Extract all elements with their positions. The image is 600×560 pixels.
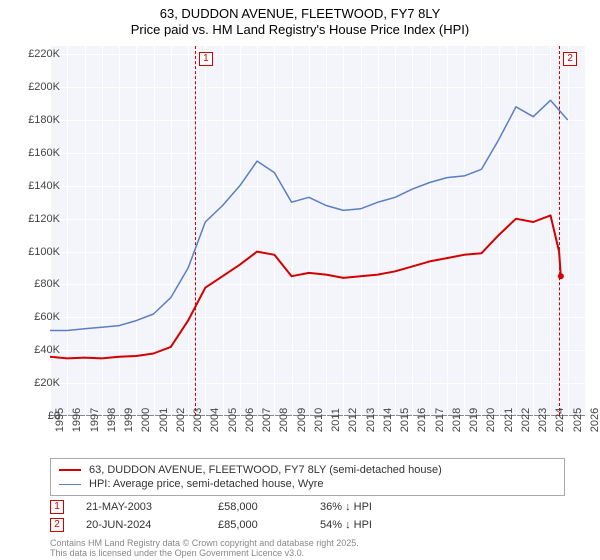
marker-row-1: 1 21-MAY-2003 £58,000 36% ↓ HPI xyxy=(50,498,420,516)
marker-badge-1: 1 xyxy=(50,500,64,514)
chart-container: 63, DUDDON AVENUE, FLEETWOOD, FY7 8LY Pr… xyxy=(0,0,600,560)
y-tick-label: £220K xyxy=(15,48,60,60)
legend-swatch-hpi xyxy=(59,484,81,485)
marker-badge-inplot: 2 xyxy=(563,52,577,66)
title-block: 63, DUDDON AVENUE, FLEETWOOD, FY7 8LY Pr… xyxy=(0,0,600,37)
x-tick-label: 2009 xyxy=(296,408,308,432)
marker-badge-2: 2 xyxy=(50,518,64,532)
marker-date-1: 21-MAY-2003 xyxy=(86,501,196,513)
marker-badge-inplot: 1 xyxy=(199,52,213,66)
x-tick-label: 2011 xyxy=(330,408,342,432)
x-tick-label: 2005 xyxy=(227,408,239,432)
title-line1: 63, DUDDON AVENUE, FLEETWOOD, FY7 8LY xyxy=(0,6,600,21)
plot-area: 12 xyxy=(50,46,585,416)
x-tick-label: 2008 xyxy=(278,408,290,432)
x-tick-label: 2001 xyxy=(158,408,170,432)
x-tick-label: 2020 xyxy=(485,408,497,432)
x-tick-label: 2002 xyxy=(175,408,187,432)
x-tick-label: 2018 xyxy=(451,408,463,432)
x-tick-label: 2013 xyxy=(365,408,377,432)
legend-row-hpi: HPI: Average price, semi-detached house,… xyxy=(59,477,556,491)
series-line-price_paid xyxy=(50,215,561,358)
x-tick-label: 2022 xyxy=(520,408,532,432)
marker-row-2: 2 20-JUN-2024 £85,000 54% ↓ HPI xyxy=(50,516,420,534)
legend-label-hpi: HPI: Average price, semi-detached house,… xyxy=(89,478,323,490)
copyright-line2: This data is licensed under the Open Gov… xyxy=(50,548,359,558)
x-tick-label: 2010 xyxy=(313,408,325,432)
y-tick-label: £200K xyxy=(15,81,60,93)
x-tick-label: 2025 xyxy=(572,408,584,432)
series-endpoint-dot xyxy=(558,273,564,279)
x-tick-label: 2000 xyxy=(140,408,152,432)
marker-pct-1: 36% ↓ HPI xyxy=(320,501,420,513)
grid-v xyxy=(585,46,586,416)
x-tick-label: 2015 xyxy=(399,408,411,432)
x-tick-label: 1996 xyxy=(71,408,83,432)
x-tick-label: 2016 xyxy=(416,408,428,432)
x-tick-label: 2014 xyxy=(382,408,394,432)
copyright-text: Contains HM Land Registry data © Crown c… xyxy=(50,538,359,559)
x-tick-label: 1999 xyxy=(123,408,135,432)
x-tick-label: 2004 xyxy=(209,408,221,432)
y-tick-label: £60K xyxy=(15,311,60,323)
y-tick-label: £100K xyxy=(15,246,60,258)
legend-box: 63, DUDDON AVENUE, FLEETWOOD, FY7 8LY (s… xyxy=(50,458,565,496)
x-tick-label: 2007 xyxy=(261,408,273,432)
y-tick-label: £180K xyxy=(15,114,60,126)
series-line-hpi xyxy=(50,100,568,330)
y-tick-label: £80K xyxy=(15,278,60,290)
y-tick-label: £20K xyxy=(15,377,60,389)
copyright-line1: Contains HM Land Registry data © Crown c… xyxy=(50,538,359,548)
legend-label-price-paid: 63, DUDDON AVENUE, FLEETWOOD, FY7 8LY (s… xyxy=(89,464,442,476)
y-tick-label: £40K xyxy=(15,344,60,356)
x-tick-label: 1997 xyxy=(89,408,101,432)
x-tick-label: 2012 xyxy=(347,408,359,432)
marker-price-2: £85,000 xyxy=(218,519,298,531)
chart-lines xyxy=(50,46,585,416)
x-tick-label: 2003 xyxy=(192,408,204,432)
x-tick-label: 2017 xyxy=(434,408,446,432)
x-tick-label: 2019 xyxy=(468,408,480,432)
legend-row-price-paid: 63, DUDDON AVENUE, FLEETWOOD, FY7 8LY (s… xyxy=(59,463,556,477)
marker-pct-2: 54% ↓ HPI xyxy=(320,519,420,531)
title-line2: Price paid vs. HM Land Registry's House … xyxy=(0,22,600,37)
x-tick-label: 1995 xyxy=(54,408,66,432)
legend-swatch-price-paid xyxy=(59,469,81,471)
x-tick-label: 2021 xyxy=(503,408,515,432)
y-tick-label: £140K xyxy=(15,180,60,192)
x-tick-label: 2026 xyxy=(589,408,600,432)
marker-date-2: 20-JUN-2024 xyxy=(86,519,196,531)
x-tick-label: 1998 xyxy=(106,408,118,432)
x-tick-label: 2024 xyxy=(554,408,566,432)
y-tick-label: £120K xyxy=(15,213,60,225)
x-tick-label: 2023 xyxy=(537,408,549,432)
markers-table: 1 21-MAY-2003 £58,000 36% ↓ HPI 2 20-JUN… xyxy=(50,498,420,534)
y-tick-label: £160K xyxy=(15,147,60,159)
marker-price-1: £58,000 xyxy=(218,501,298,513)
x-tick-label: 2006 xyxy=(244,408,256,432)
